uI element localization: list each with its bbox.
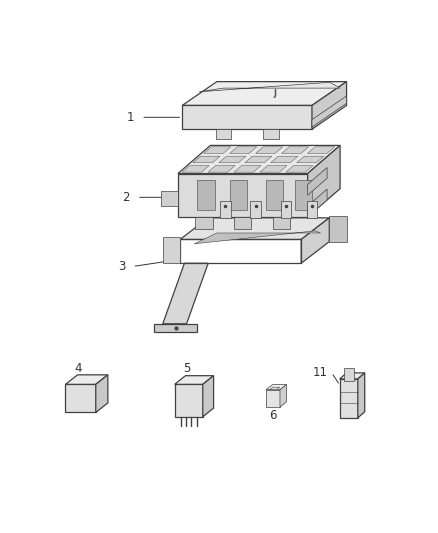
Polygon shape [301,218,329,263]
Text: 4: 4 [75,361,82,375]
Polygon shape [175,376,214,384]
Polygon shape [198,180,215,211]
Polygon shape [194,231,321,244]
Polygon shape [245,156,272,163]
Polygon shape [307,189,327,217]
Polygon shape [219,156,246,163]
Polygon shape [180,218,329,239]
Text: 6: 6 [269,409,277,422]
Text: 3: 3 [118,260,125,273]
Polygon shape [234,217,251,229]
Polygon shape [339,379,358,418]
Polygon shape [266,180,283,211]
Polygon shape [273,217,290,229]
Polygon shape [307,147,335,154]
Text: 5: 5 [183,361,190,375]
Polygon shape [203,376,214,417]
Polygon shape [297,156,324,163]
Polygon shape [195,217,212,229]
Polygon shape [230,147,257,154]
Polygon shape [204,147,231,154]
Polygon shape [154,324,198,333]
Polygon shape [96,375,108,413]
Polygon shape [234,166,261,172]
Polygon shape [199,82,340,92]
Polygon shape [266,390,280,407]
Polygon shape [358,373,365,418]
Polygon shape [161,191,178,206]
Polygon shape [282,147,309,154]
Polygon shape [307,167,327,195]
Polygon shape [280,384,286,407]
Polygon shape [178,146,340,174]
Polygon shape [263,129,279,139]
Polygon shape [307,146,340,217]
Polygon shape [175,384,203,417]
Polygon shape [286,166,313,172]
Polygon shape [295,180,312,211]
Polygon shape [182,82,346,106]
Polygon shape [230,180,247,211]
Polygon shape [66,384,96,413]
Polygon shape [163,237,180,263]
Polygon shape [215,129,231,139]
Polygon shape [66,375,108,384]
Polygon shape [266,384,286,390]
Polygon shape [163,263,208,324]
Polygon shape [193,156,220,163]
Polygon shape [344,368,354,381]
Polygon shape [312,82,346,129]
Text: 1: 1 [127,111,134,124]
Polygon shape [329,216,346,241]
Polygon shape [260,166,287,172]
Polygon shape [256,147,283,154]
Polygon shape [251,200,261,218]
Polygon shape [178,174,307,217]
Polygon shape [182,166,209,172]
Polygon shape [281,200,291,218]
Polygon shape [312,96,346,127]
Text: J: J [273,89,276,98]
Polygon shape [182,106,312,129]
Polygon shape [271,156,298,163]
Polygon shape [220,200,231,218]
Polygon shape [208,166,235,172]
Polygon shape [270,387,280,390]
Text: 2: 2 [122,191,130,204]
Polygon shape [339,373,365,379]
Text: 11: 11 [313,366,328,379]
Polygon shape [307,200,318,218]
